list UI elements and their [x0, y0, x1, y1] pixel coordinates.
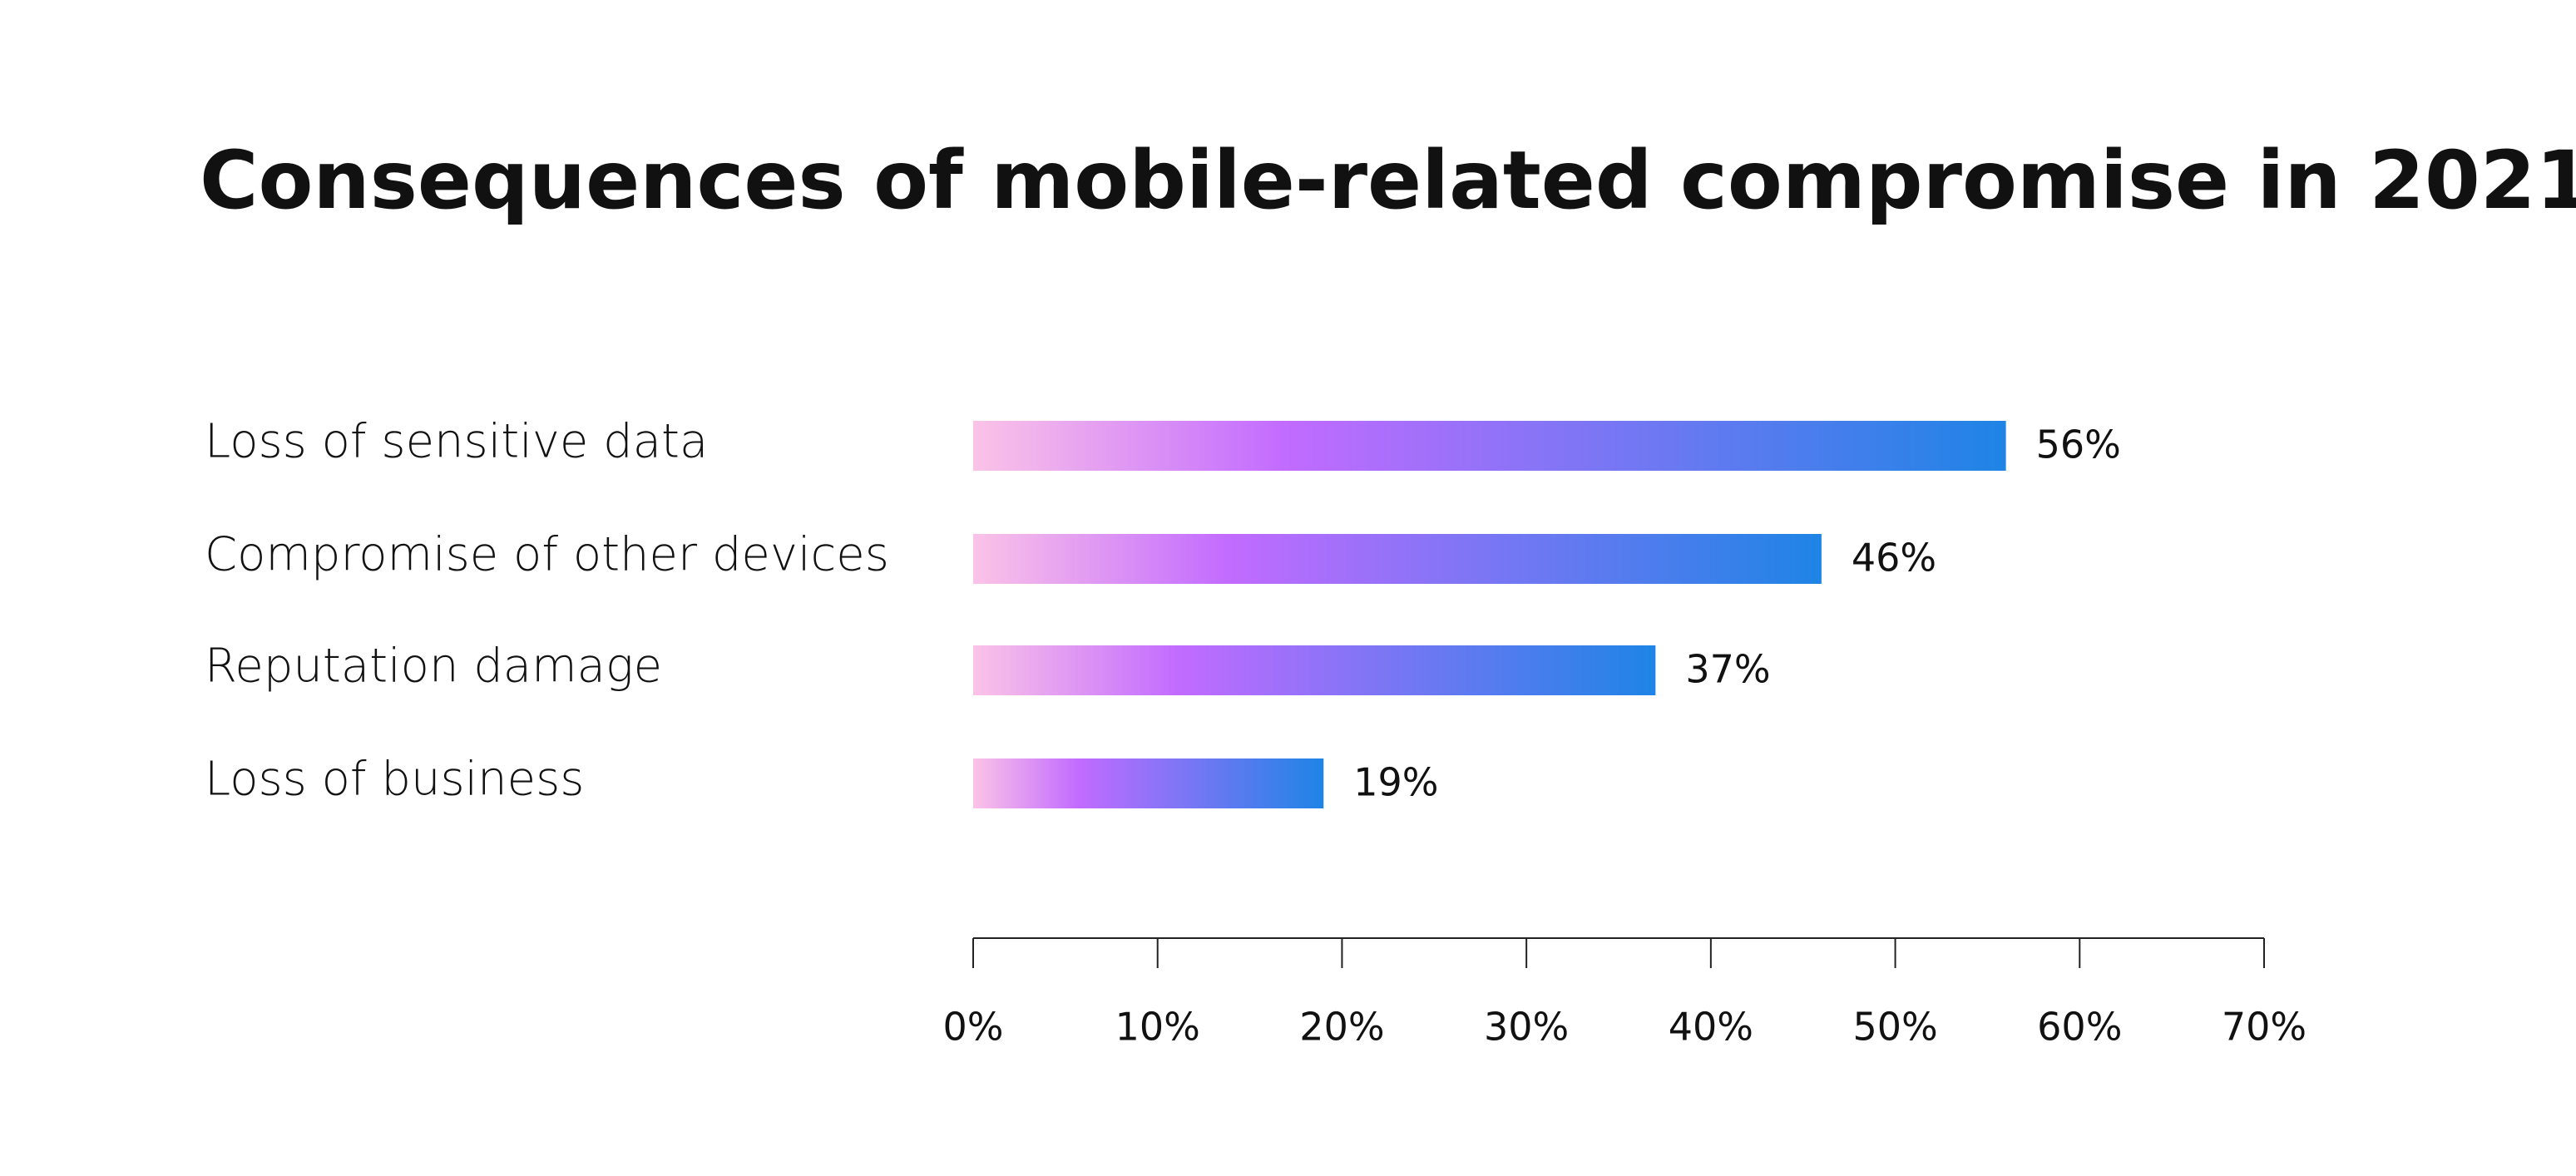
value-label: 46% [1852, 536, 1936, 581]
category-label: Reputation damage [205, 639, 662, 693]
bar [973, 758, 1324, 808]
value-label: 19% [1353, 760, 1438, 805]
category-label: Loss of sensitive data [205, 414, 708, 468]
x-tick-label: 50% [1852, 1005, 1937, 1050]
x-tick-label: 70% [2222, 1005, 2307, 1050]
value-label: 56% [2036, 422, 2121, 467]
x-tick-label: 0% [943, 1005, 1004, 1050]
x-tick-label: 30% [1484, 1005, 1569, 1050]
x-tick-label: 60% [2037, 1005, 2122, 1050]
chart-title: Consequences of mobile-related compromis… [200, 134, 2576, 227]
bar [973, 421, 2006, 471]
x-tick-label: 20% [1299, 1005, 1384, 1050]
value-label: 37% [1685, 647, 1770, 692]
x-tick-label: 10% [1115, 1005, 1200, 1050]
bar [973, 534, 1822, 584]
x-tick-label: 40% [1669, 1005, 1753, 1050]
category-label: Compromise of other devices [205, 527, 889, 581]
category-label: Loss of business [205, 752, 584, 806]
bar [973, 645, 1656, 695]
